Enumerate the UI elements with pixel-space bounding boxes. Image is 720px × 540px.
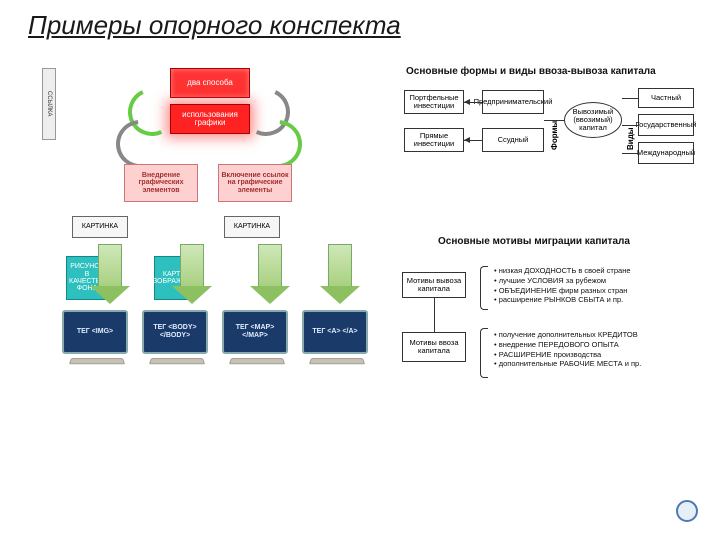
down-arrow-icon (258, 244, 282, 288)
down-arrow-head-icon (250, 286, 290, 304)
arrow-head-icon (464, 99, 470, 105)
export-motives-list: низкая ДОХОДНОСТЬ в своей стране лучшие … (494, 266, 694, 305)
connector-line (544, 120, 564, 121)
monitor-screen: ТЕГ <IMG> (62, 310, 128, 354)
import-motives-list: получение дополнительных КРЕДИТОВ внедре… (494, 330, 694, 369)
down-arrow-icon (328, 244, 352, 288)
connector-line (434, 298, 435, 332)
down-arrow-icon (180, 244, 204, 288)
red-box-top: два способа (170, 68, 250, 98)
connector-line (622, 153, 638, 154)
box-state: Государственный (638, 114, 694, 136)
mini-label: КАРТИНКА (72, 216, 128, 238)
list-item: дополнительные РАБОЧИЕ МЕСТА и пр. (494, 359, 694, 369)
monitor-icon: ТЕГ <IMG> (62, 310, 132, 374)
box-portfolio: Портфельные инвестиции (404, 90, 464, 114)
down-arrow-head-icon (320, 286, 360, 304)
down-arrow-head-icon (90, 286, 130, 304)
pink-box-left: Внедрение графических элементов (124, 164, 198, 202)
pink-box-right: Включение ссылок на графические элементы (218, 164, 292, 202)
oval-capital: Вывозимый (ввозимый) капитал (564, 102, 622, 138)
list-item: получение дополнительных КРЕДИТОВ (494, 330, 694, 340)
box-import-motives: Мотивы ввоза капитала (402, 332, 466, 362)
vstrip-label: ССЫЛКА (42, 68, 56, 140)
list-item: РАСШИРЕНИЕ производства (494, 350, 694, 360)
monitor-icon: ТЕГ <BODY> </BODY> (142, 310, 212, 374)
down-arrow-icon (98, 244, 122, 288)
monitor-icon: ТЕГ <A> </A> (302, 310, 372, 374)
box-private: Частный (638, 88, 694, 108)
box-direct: Прямые инвестиции (404, 128, 464, 152)
mini-label: КАРТИНКА (224, 216, 280, 238)
connector-line (622, 125, 638, 126)
list-item: ОБЪЕДИНЕНИЕ фирм разных стран (494, 286, 694, 296)
red-box-mid: использования графики (170, 104, 250, 134)
list-item: внедрение ПЕРЕДОВОГО ОПЫТА (494, 340, 694, 350)
keyboard-icon (309, 358, 365, 364)
keyboard-icon (149, 358, 205, 364)
right-bottom-title: Основные мотивы миграции капитала (438, 236, 630, 247)
box-export-motives: Мотивы вывоза капитала (402, 272, 466, 298)
connector-line (622, 98, 638, 99)
box-intl: Международный (638, 142, 694, 164)
monitor-screen: ТЕГ <MAP> </MAP> (222, 310, 288, 354)
list-item: низкая ДОХОДНОСТЬ в своей стране (494, 266, 694, 276)
right-top-title: Основные формы и виды ввоза-вывоза капит… (406, 66, 656, 77)
monitor-screen: ТЕГ <A> </A> (302, 310, 368, 354)
arrow-head-icon (464, 137, 470, 143)
right-diagrams: Основные формы и виды ввоза-вывоза капит… (398, 66, 698, 446)
vlabel-kinds: Виды (626, 96, 635, 150)
list-item: лучшие УСЛОВИЯ за рубежом (494, 276, 694, 286)
box-loan: Ссудный (482, 128, 544, 152)
brace-icon (480, 266, 488, 310)
box-entrepreneur: Предпринимательский (482, 90, 544, 114)
brace-icon (480, 328, 488, 378)
slide-bullet-icon (676, 500, 698, 522)
monitor-icon: ТЕГ <MAP> </MAP> (222, 310, 292, 374)
diagram-stage: два способа использования графики Внедре… (12, 60, 708, 490)
keyboard-icon (69, 358, 125, 364)
down-arrow-head-icon (172, 286, 212, 304)
list-item: расширение РЫНКОВ СБЫТА и пр. (494, 295, 694, 305)
left-flowchart: два способа использования графики Внедре… (42, 68, 392, 428)
monitor-screen: ТЕГ <BODY> </BODY> (142, 310, 208, 354)
vlabel-forms: Формы (550, 96, 559, 150)
page-title: Примеры опорного конспекта (28, 10, 401, 41)
keyboard-icon (229, 358, 285, 364)
